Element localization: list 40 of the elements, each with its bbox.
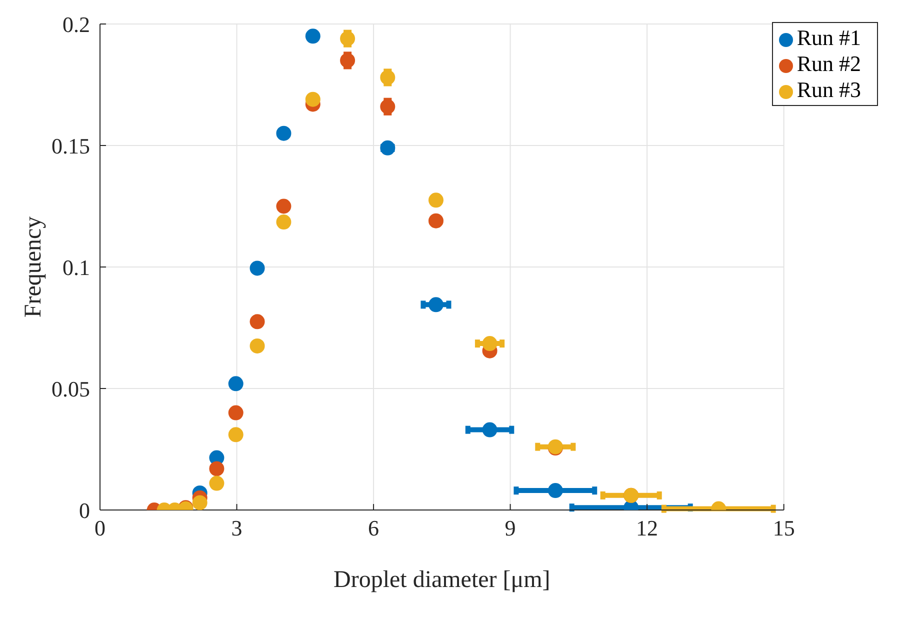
point [209,476,224,491]
x-tick-label: 6 [368,516,380,541]
point [276,198,292,214]
point [340,52,356,68]
point [548,483,563,498]
point [209,461,224,476]
x-tick-label: 0 [94,516,106,541]
point [276,126,292,141]
point [380,99,396,114]
point [305,28,320,44]
legend-label: Run #2 [796,51,861,76]
x-tick-label: 15 [772,516,795,541]
point [340,31,356,46]
point [380,70,396,85]
x-tick-label: 12 [636,516,658,541]
point [276,214,292,230]
x-tick-label: 9 [504,516,516,541]
point [482,422,498,438]
legend-label: Run #3 [796,77,861,102]
point [250,338,265,354]
point [228,427,244,442]
x-axis-title: Droplet diameter [μm] [334,567,550,594]
point [250,314,265,330]
x-tick-label: 3 [231,516,242,541]
point [305,92,320,107]
y-tick-label: 0.2 [62,12,90,37]
y-axis-title: Frequency [20,216,47,318]
point [428,192,444,208]
y-tick-label: 0.15 [52,133,90,158]
point [428,213,444,228]
point [250,260,265,276]
point [228,405,244,420]
y-tick-label: 0 [79,498,90,523]
y-tick-label: 0.1 [62,254,90,280]
point [380,140,396,156]
point [228,376,244,392]
point [192,495,208,510]
point [482,336,498,352]
legend-label: Run #1 [796,25,861,50]
y-tick-label: 0.05 [52,376,90,402]
